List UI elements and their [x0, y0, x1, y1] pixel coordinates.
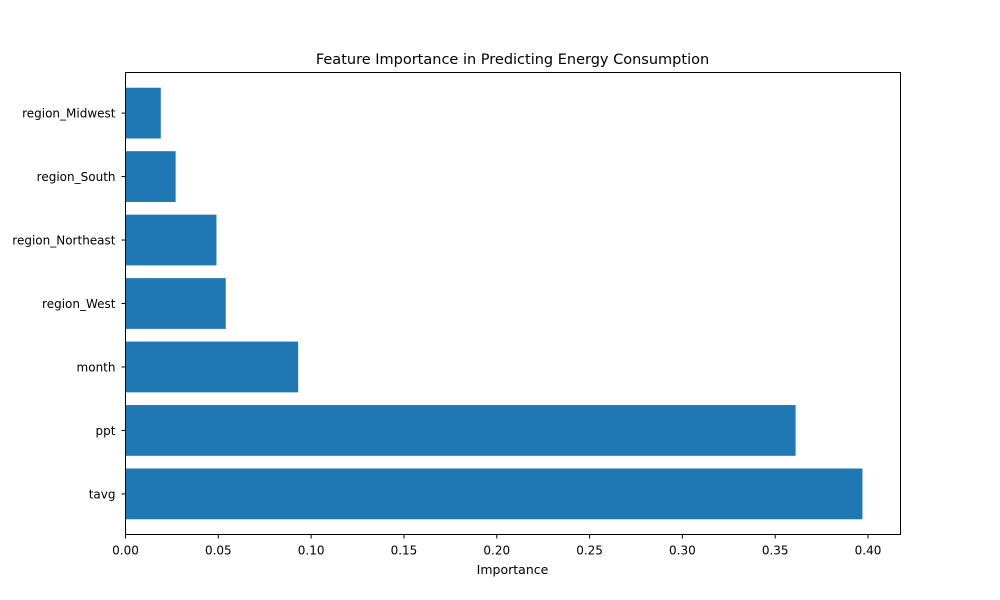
- y-tick-label: month: [77, 360, 116, 374]
- x-axis-label: Importance: [477, 562, 549, 577]
- chart-title: Feature Importance in Predicting Energy …: [316, 52, 709, 68]
- bar-region_South: [125, 151, 176, 202]
- x-tick-label: 0.15: [391, 544, 418, 558]
- bar-tavg: [125, 468, 863, 520]
- x-tick-label: 0.20: [483, 544, 510, 558]
- bars-group: [125, 87, 863, 520]
- bar-region_Northeast: [125, 214, 217, 266]
- x-tick-label: 0.05: [205, 544, 232, 558]
- y-tick-label: region_Northeast: [12, 234, 116, 248]
- y-tick-label: region_West: [42, 297, 116, 311]
- plot-frame: [125, 72, 901, 535]
- bar-ppt: [125, 405, 796, 456]
- x-axis-ticks: 0.00 0.05 0.10 0.15 0.20 0.25 0.30 0.35 0.40: [112, 534, 882, 558]
- y-axis-ticks: tavg ppt month region_West region_Northeast r…: [12, 107, 126, 501]
- x-tick-label: 0.40: [855, 544, 882, 558]
- x-tick-label: 0.00: [112, 544, 139, 558]
- x-tick-label: 0.10: [298, 544, 325, 558]
- x-tick-label: 0.30: [669, 544, 696, 558]
- x-tick-label: 0.35: [762, 544, 789, 558]
- y-tick-label: ppt: [96, 424, 116, 438]
- bar-month: [125, 341, 299, 393]
- bar-region_West: [125, 278, 226, 329]
- x-tick-label: 0.25: [576, 544, 603, 558]
- y-tick-label: tavg: [89, 487, 116, 501]
- y-tick-label: region_Midwest: [22, 107, 116, 121]
- bar-region_Midwest: [125, 87, 161, 139]
- y-tick-label: region_South: [37, 170, 116, 184]
